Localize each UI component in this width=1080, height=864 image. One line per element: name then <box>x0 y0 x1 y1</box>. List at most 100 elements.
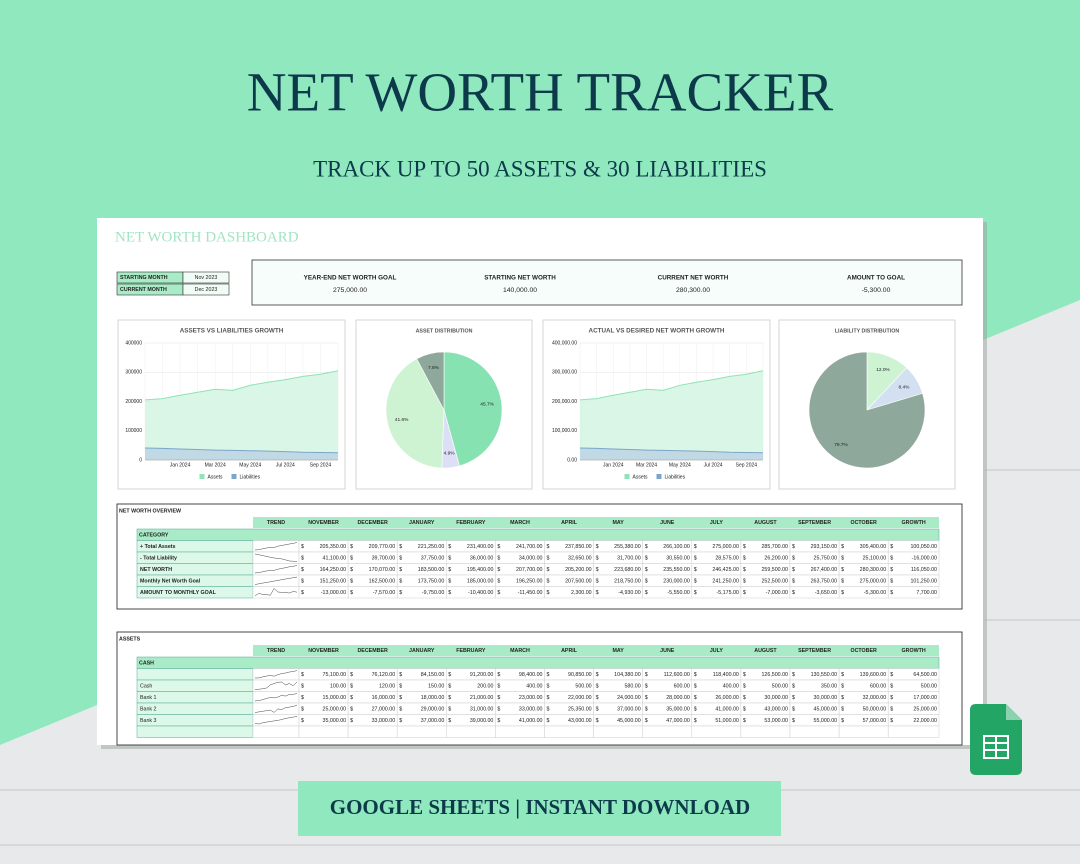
value-cell <box>593 725 643 738</box>
x-tick-label: Mar 2024 <box>205 462 226 468</box>
kpi-label: AMOUNT TO GOAL <box>847 275 905 282</box>
value-cell <box>887 586 940 599</box>
trend-sparkline <box>254 716 298 725</box>
trend-sparkline <box>254 542 298 551</box>
growth-value: -16,000.00 <box>912 555 937 561</box>
footer-text: GOOGLE SHEETS | INSTANT DOWNLOAD <box>330 795 750 819</box>
growth-value: 100,050.00 <box>910 544 937 550</box>
cell-value: 267,400.00 <box>811 567 838 573</box>
value-cell <box>887 725 940 738</box>
currency-symbol: $ <box>399 718 402 724</box>
currency-symbol: $ <box>497 555 500 561</box>
currency-symbol: $ <box>497 578 500 584</box>
cell-value: 32,000.00 <box>863 695 887 701</box>
currency-symbol: $ <box>399 706 402 712</box>
x-tick-label: Mar 2024 <box>636 462 657 468</box>
currency-symbol: $ <box>448 695 451 701</box>
cell-value: 37,000.00 <box>617 706 641 712</box>
name-cell <box>136 668 254 681</box>
currency-symbol: $ <box>448 590 451 596</box>
currency-symbol: $ <box>301 578 304 584</box>
currency-symbol: $ <box>301 683 304 689</box>
currency-symbol: $ <box>547 544 550 550</box>
cell-value: -11,450.00 <box>518 590 543 596</box>
currency-symbol: $ <box>497 683 500 689</box>
cell-value: 26,000.00 <box>715 695 739 701</box>
cell-value: 580.00 <box>624 683 640 689</box>
pie-label: 45.7% <box>480 401 494 407</box>
y-tick-label: 0.00 <box>567 457 577 463</box>
cell-value: 21,000.00 <box>470 695 494 701</box>
currency-symbol: $ <box>547 578 550 584</box>
cell-value: 24,000.00 <box>617 695 641 701</box>
value-cell <box>446 725 496 738</box>
cell-value: 207,700.00 <box>516 567 543 573</box>
column-header: GROWTH <box>902 520 926 526</box>
cell-value: 23,000.00 <box>519 695 543 701</box>
currency-symbol: $ <box>596 695 599 701</box>
cell-value: 34,000.00 <box>519 555 543 561</box>
cell-value: 196,250.00 <box>516 578 543 584</box>
cell-value: 55,000.00 <box>814 718 838 724</box>
value-cell <box>252 679 300 692</box>
cell-value: 35,000.00 <box>323 718 347 724</box>
month-label: STARTING MONTH <box>120 275 168 281</box>
row-name: Bank 1 <box>140 695 157 701</box>
cell-value: 45,000.00 <box>617 718 641 724</box>
currency-symbol: $ <box>890 578 893 584</box>
cell-value: 241,700.00 <box>516 544 543 550</box>
cell-value: 183,500.00 <box>418 567 445 573</box>
column-header: OCTOBER <box>850 520 877 526</box>
pie-slice <box>443 351 503 467</box>
currency-symbol: $ <box>448 567 451 573</box>
page-title: NET WORTH TRACKER <box>247 62 834 123</box>
cell-value: -5,300.00 <box>864 590 886 596</box>
currency-symbol: $ <box>743 672 746 678</box>
area-line <box>144 370 339 401</box>
value-cell <box>642 725 693 738</box>
value-cell <box>252 540 300 553</box>
y-tick-label: 400,000.00 <box>552 340 577 346</box>
x-tick-label: Sep 2024 <box>736 462 758 468</box>
x-tick-label: May 2024 <box>239 462 261 468</box>
currency-symbol: $ <box>547 718 550 724</box>
area-fill <box>580 370 763 460</box>
cell-value: 51,000.00 <box>715 718 739 724</box>
currency-symbol: $ <box>547 706 550 712</box>
currency-symbol: $ <box>841 544 844 550</box>
growth-value: 17,000.00 <box>913 695 937 701</box>
currency-symbol: $ <box>792 683 795 689</box>
cell-value: 28,000.00 <box>666 695 690 701</box>
column-header: JUNE <box>660 520 675 526</box>
cell-value: 126,500.00 <box>761 672 788 678</box>
currency-symbol: $ <box>547 590 550 596</box>
cell-value: 30,550.00 <box>666 555 690 561</box>
column-header: APRIL <box>561 648 578 654</box>
pie-label: 7.8% <box>428 365 440 371</box>
row-name: + Total Assets <box>140 544 176 550</box>
currency-symbol: $ <box>399 555 402 561</box>
currency-symbol: $ <box>645 706 648 712</box>
legend-swatch <box>656 474 662 479</box>
x-tick-label: Jan 2024 <box>170 462 191 468</box>
cell-value: 100.00 <box>330 683 346 689</box>
currency-symbol: $ <box>547 683 550 689</box>
area-fill <box>580 448 763 460</box>
column-header: FEBRUARY <box>456 648 486 654</box>
cell-value: 33,000.00 <box>372 718 396 724</box>
column-header: JULY <box>710 648 724 654</box>
value-cell <box>740 725 791 738</box>
column-header: MARCH <box>510 648 530 654</box>
section-row <box>136 528 940 541</box>
currency-symbol: $ <box>743 718 746 724</box>
currency-symbol: $ <box>841 555 844 561</box>
cell-value: 41,000.00 <box>519 718 543 724</box>
column-header: MARCH <box>510 520 530 526</box>
kpi-label: CURRENT NET WORTH <box>658 275 729 282</box>
currency-symbol: $ <box>350 683 353 689</box>
currency-symbol: $ <box>645 567 648 573</box>
trend-sparkline <box>254 693 298 702</box>
currency-symbol: $ <box>399 695 402 701</box>
currency-symbol: $ <box>841 683 844 689</box>
